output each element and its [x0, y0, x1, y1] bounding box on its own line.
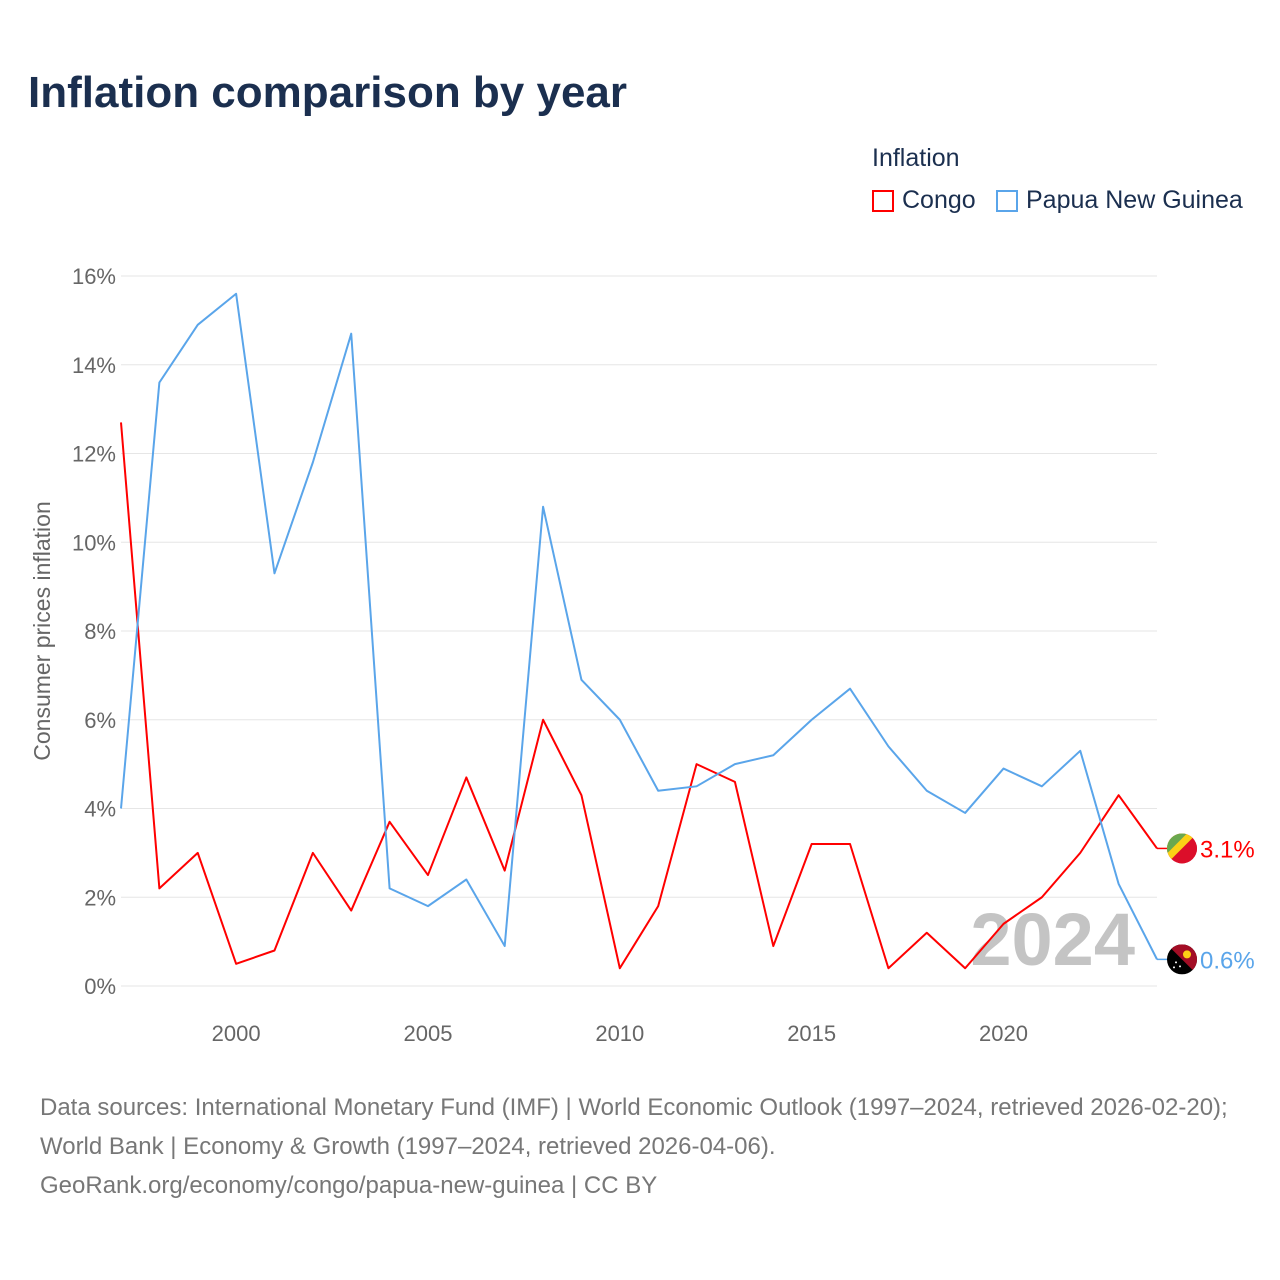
end-value-label: 3.1% [1200, 836, 1255, 863]
y-tick-label: 10% [72, 530, 116, 555]
y-tick-label: 14% [72, 353, 116, 378]
legend-label-papua-new-guinea: Papua New Guinea [1026, 186, 1243, 214]
data-sources: Data sources: International Monetary Fun… [40, 1094, 1228, 1160]
y-tick-label: 8% [84, 619, 116, 644]
y-axis-label: Consumer prices inflation [29, 501, 55, 761]
chart-title: Inflation comparison by year [28, 68, 628, 117]
legend-swatch-congo [872, 189, 894, 212]
line-chart: 0% 2% 4% 6% 8% 10% 12% 14% 16% 2000 2005 2010 2015 20… [29, 264, 1255, 1046]
x-tick-label: 2020 [979, 1021, 1028, 1046]
y-tick-label: 0% [84, 974, 116, 999]
congo-flag-icon [1167, 833, 1197, 864]
year-watermark: 2024 [970, 898, 1135, 981]
legend-swatch-papua-new-guinea [996, 189, 1018, 212]
y-tick-label: 12% [72, 442, 116, 467]
legend-item-papua-new-guinea[interactable]: Papua New Guinea [996, 186, 1243, 215]
series-line-papua-new-guinea [120, 292, 1158, 960]
source-link[interactable]: GeoRank.org/economy/congo/papua-new-guin… [40, 1172, 658, 1199]
series-line-congo [120, 422, 1158, 970]
x-tick-label: 2015 [787, 1021, 836, 1046]
end-value-label: 0.6% [1200, 947, 1255, 974]
legend-item-congo[interactable]: Congo [872, 186, 976, 215]
x-tick-label: 2005 [403, 1021, 452, 1046]
legend-label-congo: Congo [902, 186, 976, 214]
legend-title: Inflation [872, 144, 960, 172]
y-tick-label: 16% [72, 264, 116, 289]
x-tick-label: 2010 [595, 1021, 644, 1046]
y-tick-label: 2% [84, 885, 116, 910]
papua-new-guinea-flag-icon [1167, 944, 1197, 975]
y-tick-label: 6% [84, 708, 116, 733]
footer: Data sources: International Monetary Fun… [40, 1088, 1250, 1205]
x-tick-label: 2000 [212, 1021, 261, 1046]
y-tick-label: 4% [84, 797, 116, 822]
